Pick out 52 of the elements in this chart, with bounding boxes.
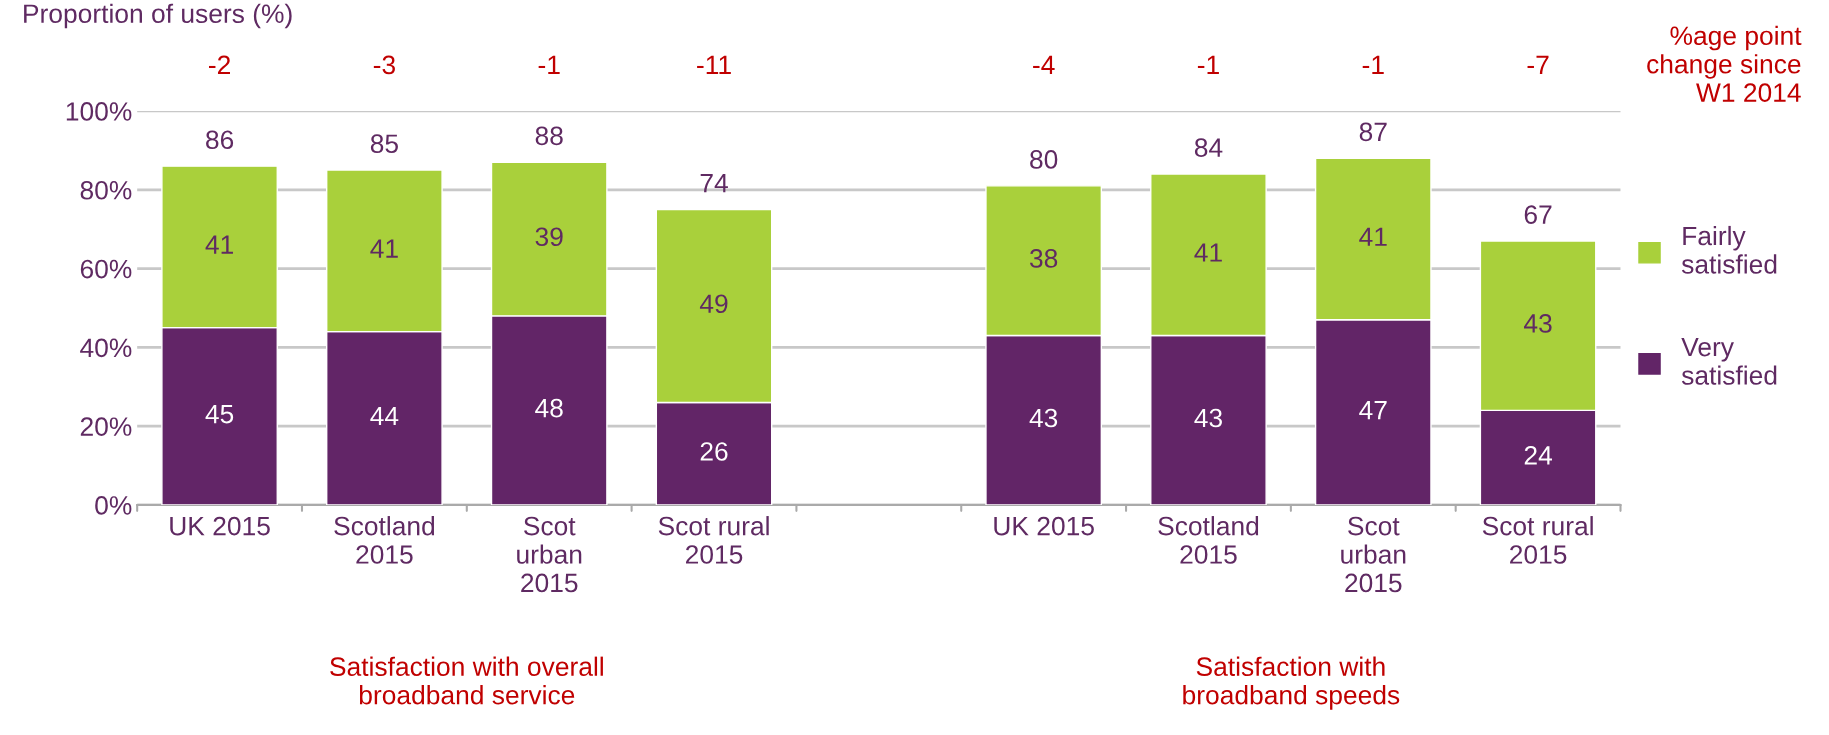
y-axis-title: Proportion of users (%) <box>24 3 292 29</box>
text: %age point change since W1 2014 <box>1647 25 1802 102</box>
total-label: 67 <box>1524 205 1552 224</box>
total-label: 84 <box>1194 138 1223 157</box>
text: -4 <box>1033 55 1055 74</box>
total-label: 88 <box>535 126 563 146</box>
total-label: 87 <box>1359 122 1387 142</box>
data-label: 44 <box>370 406 399 426</box>
data-label: 45 <box>205 404 234 424</box>
total-label: 86 <box>206 130 234 150</box>
x-tick-label: UK 2015 <box>994 516 1094 536</box>
y-tick-label: 0% <box>95 496 132 515</box>
legend-label: Fairly satisfied <box>1681 225 1777 274</box>
total-label: 74 <box>700 174 728 193</box>
text: -3 <box>373 55 395 75</box>
data-label: 43 <box>1194 408 1222 428</box>
x-tick-label: UK 2015 <box>170 516 270 536</box>
data-label: 38 <box>1029 249 1058 268</box>
data-label: 43 <box>1029 408 1058 428</box>
total-label: 80 <box>1030 150 1058 169</box>
x-tick-label: Scotland 2015 <box>1158 516 1259 564</box>
text: Satisfaction with broadband speeds <box>1183 656 1400 710</box>
legend-label: Very satisfied <box>1681 337 1777 385</box>
y-tick-label: 80% <box>80 180 132 200</box>
data-label: 41 <box>205 235 233 254</box>
data-label: 43 <box>1524 314 1552 333</box>
x-tick-label: Scot rural 2015 <box>658 516 769 564</box>
text: -11 <box>697 55 731 74</box>
data-label: 49 <box>699 294 728 314</box>
x-tick-label: Scot urban 2015 <box>1341 516 1406 593</box>
data-label: 41 <box>1194 243 1222 262</box>
data-label: 41 <box>370 239 398 258</box>
x-tick-label: Scot urban 2015 <box>517 516 582 593</box>
text: -1 <box>538 55 560 74</box>
y-tick-label: 60% <box>80 259 132 279</box>
y-tick-label: 100% <box>66 102 132 121</box>
y-tick-label: 20% <box>80 417 132 436</box>
data-label: 41 <box>1359 227 1387 246</box>
x-tick-label: Scotland 2015 <box>334 516 435 564</box>
data-label: 26 <box>700 442 728 461</box>
data-label: 48 <box>535 398 563 418</box>
text: -2 <box>209 55 230 74</box>
y-tick-label: 40% <box>80 338 132 358</box>
data-label: 39 <box>535 227 563 247</box>
text: -1 <box>1197 55 1219 74</box>
total-label: 85 <box>370 134 398 154</box>
text: -7 <box>1527 55 1549 74</box>
data-label: 47 <box>1359 401 1387 420</box>
text: Satisfaction with overall broadband service <box>330 656 603 705</box>
text: -1 <box>1362 55 1384 74</box>
x-tick-label: Scot rural 2015 <box>1482 516 1593 564</box>
data-label: 24 <box>1524 446 1552 465</box>
